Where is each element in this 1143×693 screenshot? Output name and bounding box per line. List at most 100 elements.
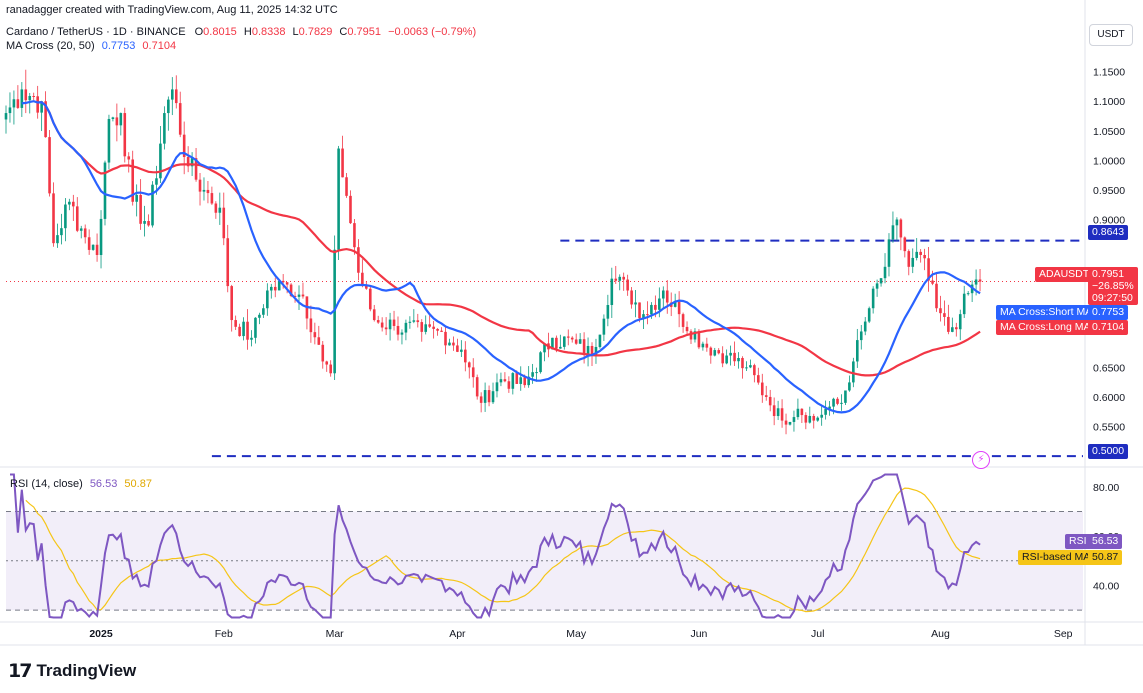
candle-body — [297, 294, 301, 297]
candle-body — [353, 223, 356, 248]
candle-body — [4, 113, 8, 120]
candle-body — [697, 331, 701, 348]
candle-body — [654, 304, 657, 310]
rsi-label-tag: RSI — [1065, 534, 1091, 549]
candle-body — [242, 321, 245, 337]
candle-body — [428, 324, 431, 327]
candlestick-series — [4, 69, 982, 435]
candle-body — [729, 352, 732, 356]
candle-body — [12, 99, 16, 108]
candle-body — [574, 339, 578, 344]
candle-body — [127, 156, 131, 160]
candle-body — [345, 177, 348, 196]
candle-body — [349, 195, 352, 224]
candle-body — [448, 342, 451, 346]
candle-body — [87, 237, 91, 250]
symbol-title: Cardano / TetherUS · 1D · BINANCE — [6, 26, 186, 38]
price-tick-label: 0.6000 — [1093, 392, 1125, 404]
candle-body — [903, 237, 907, 252]
candle-body — [836, 398, 839, 404]
last-price-tag: 0.7951 −26.85% 09:27:50 — [1088, 267, 1138, 305]
candle-body — [515, 373, 519, 384]
candle-body — [737, 357, 740, 362]
candle-body — [867, 308, 871, 322]
candle-body — [828, 406, 831, 409]
symbol-tag: ADAUSDT — [1035, 267, 1094, 282]
candle-body — [856, 340, 859, 362]
candle-body — [618, 276, 622, 281]
candle-body — [772, 405, 776, 417]
candle-body — [471, 367, 475, 378]
candle-body — [135, 194, 138, 202]
candle-body — [155, 178, 158, 185]
candle-body — [230, 286, 233, 321]
candle-body — [440, 330, 443, 332]
candle-body — [816, 417, 820, 421]
candle-body — [927, 258, 930, 281]
candle-body — [95, 244, 99, 255]
candle-body — [741, 357, 744, 369]
ma-cross-legend[interactable]: MA Cross (20, 50) 0.7753 0.7104 — [6, 40, 176, 52]
ma-short-value: 0.7753 — [101, 40, 136, 52]
currency-button[interactable]: USDT — [1089, 24, 1133, 46]
candle-body — [511, 373, 515, 389]
candle-body — [757, 375, 760, 383]
candle-body — [693, 331, 697, 340]
candle-body — [974, 279, 978, 285]
candle-body — [804, 415, 808, 423]
candle-body — [250, 337, 253, 340]
candle-body — [321, 344, 325, 362]
candle-body — [91, 244, 95, 250]
candle-body — [531, 372, 534, 377]
ma-cross-label: MA Cross (20, 50) — [6, 40, 95, 52]
candle-body — [602, 318, 606, 335]
candle-body — [527, 376, 530, 386]
candle-body — [190, 158, 194, 167]
candle-body — [610, 278, 614, 305]
candle-body — [590, 345, 594, 356]
candle-body — [289, 284, 293, 296]
alert-spark-icon[interactable]: ⚡ — [972, 451, 990, 469]
candle-body — [483, 390, 487, 403]
candle-body — [658, 298, 661, 310]
rsi-ma-label-tag: RSI-based MA — [1018, 550, 1095, 565]
price-tick-label: 0.9500 — [1093, 185, 1125, 197]
candle-body — [313, 332, 317, 338]
candle-body — [75, 206, 79, 231]
candle-body — [606, 304, 610, 319]
candle-body — [745, 367, 748, 369]
candle-body — [475, 377, 479, 397]
tradingview-logo[interactable]: 17 TradingView — [8, 660, 136, 682]
time-tick-label: Aug — [931, 628, 950, 640]
candle-body — [309, 318, 313, 333]
candle-body — [52, 193, 55, 244]
candle-body — [167, 99, 170, 114]
candle-body — [555, 337, 558, 349]
candle-body — [8, 107, 12, 114]
candle-body — [372, 309, 376, 321]
candle-body — [456, 345, 459, 352]
candle-body — [452, 342, 455, 346]
candle-body — [638, 302, 641, 319]
candle-body — [852, 361, 855, 383]
candle-body — [432, 326, 435, 329]
ma-long-value: 0.7104 — [142, 40, 177, 52]
candle-body — [495, 382, 499, 392]
candle-body — [273, 286, 277, 291]
candle-body — [258, 314, 261, 318]
rsi-legend[interactable]: RSI (14, close) 56.53 50.87 — [10, 478, 152, 490]
short-ma-label-tag: MA Cross:Short MA — [996, 305, 1097, 320]
rsi-legend-value: 56.53 — [89, 478, 118, 490]
time-tick-label: May — [566, 628, 587, 640]
candle-body — [947, 316, 950, 332]
tradingview-wordmark: TradingView — [36, 661, 137, 680]
price-tick-label: 0.9000 — [1093, 215, 1125, 227]
ohlc-close: 0.7951 — [347, 26, 381, 38]
ohlc-low: 0.7829 — [298, 26, 333, 38]
candle-body — [115, 117, 119, 126]
time-tick-label: Sep — [1054, 628, 1073, 640]
candle-body — [701, 343, 705, 348]
candle-body — [325, 361, 329, 365]
candle-body — [206, 189, 210, 194]
